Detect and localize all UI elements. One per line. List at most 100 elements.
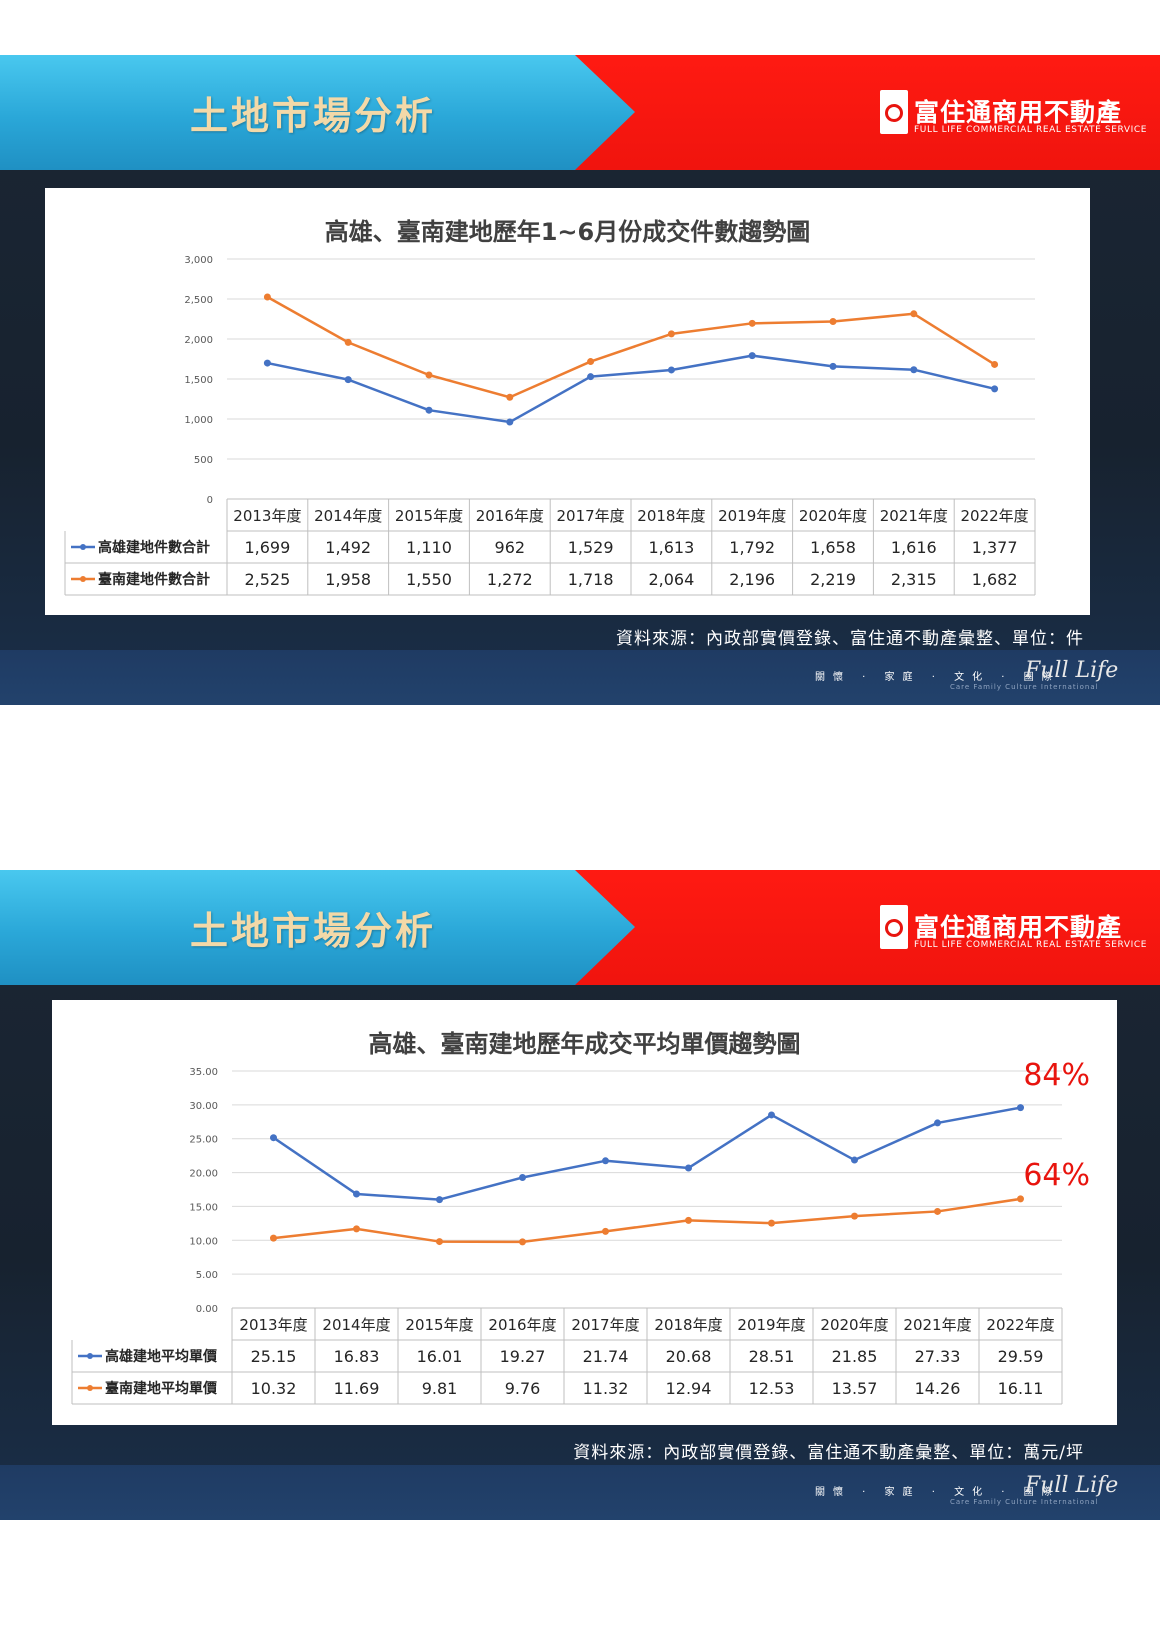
x-category-label: 2018年度 bbox=[654, 1316, 722, 1334]
logo-banner bbox=[575, 870, 1160, 985]
data-table-value: 2,525 bbox=[244, 570, 290, 589]
y-tick-label: 20.00 bbox=[189, 1169, 218, 1180]
series-line bbox=[267, 354, 995, 424]
data-table-value: 1,377 bbox=[972, 538, 1018, 557]
x-category-label: 2022年度 bbox=[986, 1316, 1054, 1334]
data-table-value: 9.81 bbox=[422, 1379, 458, 1398]
data-table-value: 2,315 bbox=[891, 570, 937, 589]
chart-panel: 高雄、臺南建地歷年1~6月份成交件數趨勢圖 0 500 1,000 1,500 2,000… bbox=[45, 188, 1090, 615]
data-point bbox=[851, 1156, 858, 1164]
data-table-value: 1,613 bbox=[648, 538, 694, 557]
data-point bbox=[934, 1207, 941, 1215]
y-tick-label: 5.00 bbox=[196, 1270, 218, 1281]
x-category-label: 2014年度 bbox=[322, 1316, 390, 1334]
data-point bbox=[506, 393, 514, 401]
data-table-value: 1,682 bbox=[972, 570, 1018, 589]
data-table-value: 16.83 bbox=[334, 1347, 380, 1366]
legend-series-name: 臺南建地平均單價 bbox=[105, 1380, 218, 1397]
data-point bbox=[436, 1238, 443, 1246]
data-point bbox=[685, 1216, 692, 1224]
data-point bbox=[829, 362, 837, 370]
data-point bbox=[506, 418, 514, 426]
chart-title: 高雄、臺南建地歷年成交平均單價趨勢圖 bbox=[369, 1030, 801, 1058]
footer-band: 關懷 · 家庭 · 文化 · 國際 Full Life Care Family … bbox=[0, 1465, 1160, 1520]
title-banner bbox=[0, 55, 640, 170]
growth-annotation: 64% bbox=[1023, 1158, 1090, 1193]
data-table-value: 27.33 bbox=[915, 1347, 961, 1366]
x-category-label: 2020年度 bbox=[799, 507, 867, 525]
data-table-value: 13.57 bbox=[832, 1379, 878, 1398]
company-logo-icon bbox=[880, 905, 908, 949]
footer-tagline: Care Family Culture International bbox=[950, 683, 1099, 691]
company-logo-icon bbox=[880, 90, 908, 134]
x-category-label: 2016年度 bbox=[476, 507, 544, 525]
y-tick-label: 500 bbox=[194, 455, 213, 466]
company-name: 富住通商用不動產 bbox=[914, 98, 1123, 127]
x-category-label: 2019年度 bbox=[718, 507, 786, 525]
data-point bbox=[748, 352, 756, 360]
data-point bbox=[748, 319, 756, 327]
footer-band: 關懷 · 家庭 · 文化 · 國際 Full Life Care Family … bbox=[0, 650, 1160, 705]
footer-tagline: Care Family Culture International bbox=[950, 1498, 1099, 1506]
x-category-label: 2021年度 bbox=[880, 507, 948, 525]
footer-slogan: 關懷 · 家庭 · 文化 · 國際 bbox=[815, 1487, 1060, 1498]
data-table-value: 1,492 bbox=[325, 538, 371, 557]
slide-title: 土地市場分析 bbox=[190, 94, 437, 138]
data-table-value: 1,529 bbox=[568, 538, 614, 557]
data-table-value: 1,272 bbox=[487, 570, 533, 589]
data-point bbox=[344, 338, 352, 346]
series-line bbox=[272, 1106, 1021, 1201]
data-point bbox=[1017, 1195, 1024, 1203]
legend-marker bbox=[80, 544, 86, 550]
data-point bbox=[910, 310, 918, 318]
data-point bbox=[685, 1164, 692, 1172]
y-tick-label: 2,500 bbox=[184, 295, 213, 306]
data-table-value: 1,658 bbox=[810, 538, 856, 557]
series-line bbox=[266, 295, 996, 399]
data-point bbox=[851, 1212, 858, 1220]
data-table-value: 16.11 bbox=[998, 1379, 1044, 1398]
data-point bbox=[436, 1196, 443, 1204]
y-tick-label: 15.00 bbox=[189, 1202, 218, 1213]
data-table-value: 2,064 bbox=[648, 570, 694, 589]
y-tick-label: 2,000 bbox=[184, 335, 213, 346]
title-banner bbox=[0, 870, 640, 985]
data-table-value: 25.15 bbox=[251, 1347, 297, 1366]
slide-1: 土地市場分析 富住通商用不動產 FULL LIFE COMMERCIAL REA… bbox=[0, 55, 1160, 705]
data-table-value: 1,110 bbox=[406, 538, 452, 557]
data-point bbox=[263, 293, 271, 301]
y-tick-label: 3,000 bbox=[184, 255, 213, 266]
series-line bbox=[273, 1197, 1021, 1244]
footer-brand: Full Life bbox=[1025, 658, 1119, 683]
data-point bbox=[263, 359, 271, 367]
data-point bbox=[991, 360, 999, 368]
y-tick-label: 0 bbox=[207, 495, 213, 506]
chart-panel: 高雄、臺南建地歷年成交平均單價趨勢圖 0.00 5.00 10.00 15.00 20.0… bbox=[52, 1000, 1117, 1425]
data-table-value: 12.94 bbox=[666, 1379, 712, 1398]
data-point bbox=[991, 385, 999, 393]
data-point bbox=[910, 366, 918, 374]
data-point bbox=[425, 406, 433, 414]
data-table-value: 28.51 bbox=[749, 1347, 795, 1366]
data-point bbox=[667, 366, 675, 374]
data-point bbox=[425, 371, 433, 379]
data-table-value: 2,219 bbox=[810, 570, 856, 589]
data-point bbox=[768, 1219, 775, 1227]
y-tick-label: 30.00 bbox=[189, 1101, 218, 1112]
x-category-label: 2015年度 bbox=[405, 1316, 473, 1334]
data-point bbox=[768, 1111, 775, 1119]
data-point bbox=[519, 1238, 526, 1246]
data-point bbox=[353, 1225, 360, 1233]
x-category-label: 2020年度 bbox=[820, 1316, 888, 1334]
data-table-value: 11.32 bbox=[583, 1379, 629, 1398]
data-table-value: 1,550 bbox=[406, 570, 452, 589]
y-tick-label: 1,000 bbox=[184, 415, 213, 426]
data-table-value: 1,699 bbox=[244, 538, 290, 557]
logo-banner bbox=[575, 55, 1160, 170]
x-category-label: 2013年度 bbox=[239, 1316, 307, 1334]
data-table-value: 20.68 bbox=[666, 1347, 712, 1366]
data-table-value: 12.53 bbox=[749, 1379, 795, 1398]
legend-series-name: 高雄建地件數合計 bbox=[98, 539, 210, 556]
data-point bbox=[344, 376, 352, 384]
data-table-value: 21.74 bbox=[583, 1347, 629, 1366]
